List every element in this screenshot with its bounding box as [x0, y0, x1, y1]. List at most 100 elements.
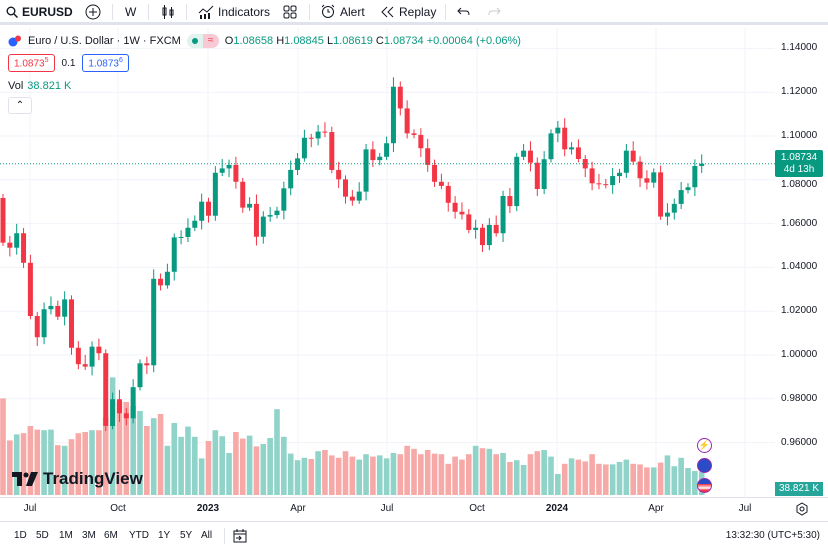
undo-button[interactable]	[457, 3, 471, 21]
bottom-toolbar: 13:32:30 (UTC+5:30) 1D 5D 1M 3M 6M YTD 1Y 5Y All	[0, 521, 828, 550]
candle-body	[486, 224, 492, 246]
volume-bar	[459, 459, 465, 495]
volume-bar	[281, 436, 287, 495]
candle-body	[617, 172, 622, 177]
volume-bar	[20, 433, 27, 495]
range-button-ytd[interactable]: YTD	[129, 530, 149, 541]
goto-date-calendar-icon[interactable]	[233, 528, 247, 544]
candle-body	[62, 299, 68, 317]
candle-body	[75, 347, 81, 365]
volume-bar	[301, 457, 308, 495]
volume-bar	[260, 444, 267, 495]
volume-bar	[555, 474, 561, 495]
clock-timezone[interactable]: 13:32:30 (UTC+5:30)	[725, 530, 820, 541]
volume-bar	[41, 430, 47, 495]
time-tick-label: 2023	[196, 503, 220, 514]
volume-bar	[692, 471, 698, 495]
candle-body	[432, 164, 438, 182]
candle-body	[569, 147, 575, 150]
candle-body	[288, 169, 294, 189]
volume-bar	[431, 453, 438, 495]
replay-label: Replay	[399, 5, 437, 19]
volume-bar	[192, 436, 198, 495]
interval-button[interactable]: W	[125, 3, 136, 21]
candle-body	[507, 196, 513, 207]
us-flag-event-icon[interactable]	[697, 478, 712, 493]
approx-icon: ≈	[202, 34, 219, 48]
candle-body	[397, 86, 403, 109]
symbol-search-button[interactable]: EURUSD	[6, 3, 73, 21]
settings-gear-icon[interactable]	[795, 502, 809, 516]
market-status-pill[interactable]: ≈	[186, 34, 219, 48]
volume-bar	[82, 432, 88, 495]
volume-bar	[411, 448, 417, 495]
compare-symbol-button[interactable]	[85, 3, 101, 21]
volume-bar	[466, 454, 472, 495]
range-button-1m[interactable]: 1M	[59, 530, 73, 541]
volume-bar	[178, 436, 184, 495]
candle-body	[390, 86, 396, 144]
volume-bar	[171, 423, 178, 495]
collapse-legend-button[interactable]: ⌃	[8, 97, 32, 114]
candle-body	[445, 185, 451, 203]
candle-body	[466, 214, 472, 230]
eu-flag-event-icon[interactable]	[697, 458, 712, 473]
candle-body	[315, 131, 321, 139]
alert-button[interactable]: Alert	[320, 3, 365, 21]
sell-button[interactable]: 1.08735	[8, 54, 55, 72]
price-tick-label: 1.14000	[781, 42, 818, 54]
candle-body	[137, 363, 143, 388]
volume-bar	[609, 464, 616, 495]
range-button-1d[interactable]: 1D	[14, 530, 27, 541]
volume-bar	[418, 454, 424, 495]
price-tick-label: 1.04000	[781, 261, 818, 273]
candle-body	[253, 203, 259, 237]
price-axis[interactable]: 1.14000 1.12000 1.10000 1.08000 1.06000 1.040…	[775, 27, 828, 497]
candle-body	[226, 164, 232, 169]
volume-bar	[198, 458, 205, 495]
volume-bar	[479, 448, 486, 495]
candle-body	[171, 237, 177, 272]
volume-bar	[68, 439, 75, 495]
volume-bar	[404, 445, 410, 495]
candle-body	[219, 168, 225, 173]
price-chart[interactable]	[0, 0, 775, 497]
candle-body	[671, 203, 677, 213]
symbol-title[interactable]: Euro / U.S. Dollar · 1W · FXCM	[28, 35, 181, 47]
range-button-1y[interactable]: 1Y	[158, 530, 171, 541]
volume-bar	[246, 435, 253, 495]
candle-body	[267, 215, 273, 217]
candle-body	[69, 299, 74, 348]
volume-bar	[0, 398, 6, 495]
candle-body	[185, 227, 191, 237]
range-button-6m[interactable]: 6M	[104, 530, 118, 541]
redo-button[interactable]	[487, 3, 501, 21]
time-axis[interactable]: Jul Oct 2023 Apr Jul Oct 2024 Apr Jul	[0, 497, 828, 520]
volume-bar	[650, 467, 657, 495]
range-button-3m[interactable]: 3M	[82, 530, 96, 541]
volume-bar	[582, 461, 589, 495]
volume-bar	[644, 467, 650, 495]
templates-button[interactable]	[283, 3, 297, 21]
chart-type-button[interactable]	[161, 3, 175, 21]
volume-bar	[527, 454, 534, 495]
indicators-button[interactable]: Indicators	[198, 3, 270, 21]
range-button-5d[interactable]: 5D	[36, 530, 49, 541]
range-button-5y[interactable]: 5Y	[180, 530, 193, 541]
add-symbol-icon	[85, 4, 101, 20]
volume-bar	[596, 463, 602, 495]
candle-body	[493, 224, 499, 234]
lightning-event-icon[interactable]: ⚡	[697, 438, 712, 453]
candle-body	[555, 127, 561, 134]
replay-button[interactable]: Replay	[381, 3, 436, 21]
range-button-all[interactable]: All	[201, 530, 213, 541]
buy-button[interactable]: 1.08736	[82, 54, 129, 72]
market-open-dot-icon	[191, 38, 198, 44]
volume-bar	[445, 463, 452, 495]
candle-body	[130, 387, 136, 419]
volume-bar	[452, 456, 458, 495]
candle-body	[151, 278, 157, 366]
volume-bar	[102, 417, 109, 495]
price-tick-label: 1.12000	[781, 86, 818, 98]
candle-body	[438, 181, 444, 186]
